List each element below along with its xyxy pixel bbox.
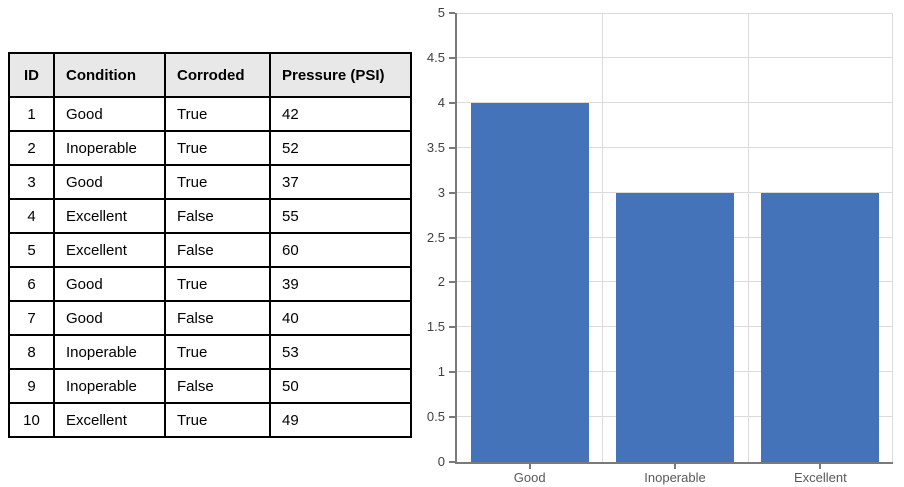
- cell-id: 5: [8, 232, 55, 268]
- cell-pressure: 53: [269, 334, 412, 370]
- table-row: 10 Excellent True 49: [8, 402, 412, 438]
- column-header-id: ID: [8, 52, 55, 98]
- x-gridline: [747, 13, 749, 462]
- cell-condition: Excellent: [53, 232, 166, 268]
- y-axis-tick: [449, 56, 455, 59]
- y-tick-label: 4.5: [426, 49, 445, 65]
- y-tick-label: 1.5: [426, 319, 445, 335]
- x-axis-tick: [819, 462, 822, 469]
- bar-excellent: [761, 192, 880, 462]
- column-header-pressure: Pressure (PSI): [269, 52, 412, 98]
- cell-pressure: 60: [269, 232, 412, 268]
- x-axis-tick: [674, 462, 676, 469]
- table-row: 7 Good False 40: [8, 300, 412, 336]
- y-axis-tick: [449, 12, 455, 14]
- y-tick-label: 0.5: [426, 409, 445, 425]
- table-row: 2 Inoperable True 52: [8, 130, 412, 166]
- cell-corroded: True: [164, 164, 271, 200]
- y-tick-label: 2: [437, 274, 445, 290]
- cell-condition: Inoperable: [53, 334, 166, 370]
- cell-pressure: 39: [269, 266, 412, 302]
- cell-condition: Inoperable: [53, 130, 166, 166]
- cell-id: 4: [8, 198, 55, 234]
- cell-condition: Good: [53, 96, 166, 132]
- x-gridline: [602, 13, 604, 462]
- cell-corroded: False: [164, 198, 271, 234]
- cell-pressure: 55: [269, 198, 412, 234]
- y-tick-label: 2.5: [426, 229, 445, 245]
- table-row: 4 Excellent False 55: [8, 198, 412, 234]
- bar-good: [470, 102, 589, 462]
- y-gridline: [457, 146, 893, 148]
- x-category-label: Inoperable: [644, 470, 706, 485]
- x-category-label: Excellent: [793, 470, 847, 485]
- cell-corroded: True: [164, 402, 271, 438]
- y-axis-tick: [449, 236, 455, 239]
- cell-corroded: False: [164, 300, 271, 336]
- y-axis-tick: [449, 281, 455, 284]
- cell-condition: Good: [53, 266, 166, 302]
- y-tick-label: 3: [437, 184, 445, 200]
- cell-corroded: True: [164, 334, 271, 370]
- y-gridline: [457, 13, 893, 14]
- bar-inoperable: [616, 192, 734, 462]
- y-axis-tick: [449, 146, 455, 149]
- y-axis-tick: [449, 416, 455, 419]
- cell-id: 10: [8, 402, 55, 438]
- y-tick-label: 0: [437, 454, 445, 469]
- y-tick-label: 1: [437, 364, 445, 380]
- cell-pressure: 50: [269, 368, 412, 404]
- cell-id: 2: [8, 130, 55, 166]
- cell-condition: Good: [53, 300, 166, 336]
- y-axis-tick: [449, 326, 455, 329]
- y-axis-tick: [449, 371, 455, 374]
- cell-id: 9: [8, 368, 55, 404]
- y-axis-tick: [449, 461, 455, 463]
- cell-pressure: 40: [269, 300, 412, 336]
- cell-id: 8: [8, 334, 55, 370]
- cell-pressure: 42: [269, 96, 412, 132]
- table-row: 6 Good True 39: [8, 266, 412, 302]
- y-gridline: [457, 101, 893, 103]
- table-row: 8 Inoperable True 53: [8, 334, 412, 370]
- cell-corroded: True: [164, 96, 271, 132]
- y-tick-label: 3.5: [426, 139, 445, 155]
- y-tick-label: 4: [437, 94, 445, 110]
- y-axis-tick: [449, 191, 455, 194]
- cell-corroded: False: [164, 232, 271, 268]
- cell-corroded: False: [164, 368, 271, 404]
- cell-pressure: 37: [269, 164, 412, 200]
- cell-id: 3: [8, 164, 55, 200]
- cell-corroded: True: [164, 266, 271, 302]
- y-tick-label: 5: [437, 5, 445, 20]
- cell-pressure: 52: [269, 130, 412, 166]
- cell-condition: Good: [53, 164, 166, 200]
- cell-id: 6: [8, 266, 55, 302]
- pipe-data-table: ID Condition Corroded Pressure (PSI) 1 Go…: [8, 52, 412, 438]
- table-row: 1 Good True 42: [8, 96, 412, 132]
- table-body: 1 Good True 42 2 Inoperable True 52 3 Good True 37 4…: [8, 96, 412, 438]
- cell-id: 7: [8, 300, 55, 336]
- table-row: 3 Good True 37: [8, 164, 412, 200]
- y-axis-tick: [449, 101, 455, 104]
- cell-condition: Inoperable: [53, 368, 166, 404]
- cell-condition: Excellent: [53, 402, 166, 438]
- table-row: 5 Excellent False 60: [8, 232, 412, 268]
- cell-corroded: True: [164, 130, 271, 166]
- bar-chart-plot-area: 0 0.5 1 1.5 2 2.5 3 3.5 4 4.5 5 Good Inoperable Excel…: [427, 5, 893, 485]
- column-header-corroded: Corroded: [164, 52, 271, 98]
- x-axis-tick: [528, 462, 531, 469]
- table-row: 9 Inoperable False 50: [8, 368, 412, 404]
- column-header-condition: Condition: [53, 52, 166, 98]
- y-gridline: [457, 56, 893, 58]
- table-header-row: ID Condition Corroded Pressure (PSI): [8, 52, 412, 98]
- cell-pressure: 49: [269, 402, 412, 438]
- cell-condition: Excellent: [53, 198, 166, 234]
- cell-id: 1: [8, 96, 55, 132]
- x-category-label: Good: [513, 470, 546, 485]
- x-gridline: [892, 13, 893, 462]
- y-gridline: [457, 191, 893, 193]
